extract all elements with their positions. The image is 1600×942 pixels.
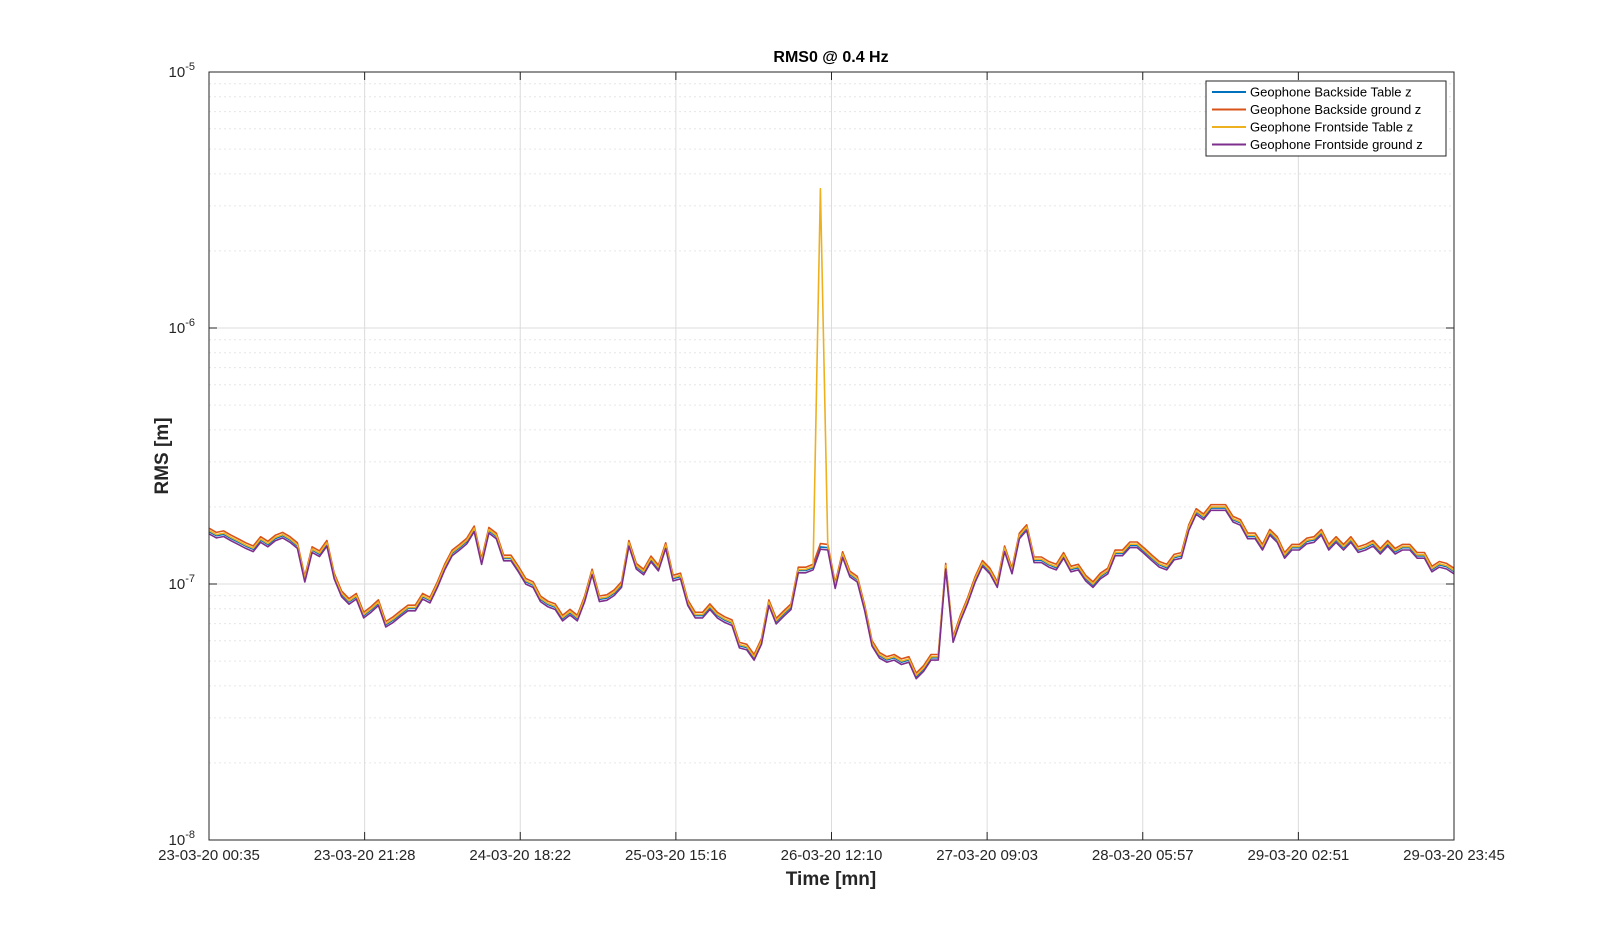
y-axis-title: RMS [m] [152, 417, 173, 494]
legend-entry-label: Geophone Frontside ground z [1250, 137, 1423, 152]
series-line [208, 509, 1455, 680]
tick-layer: 10-8 10-7 10-6 10-5 23-03-20 00:35 23-03-20 2… [158, 61, 1505, 864]
y-tick-label: 10-5 [169, 61, 195, 81]
legend-entry-label: Geophone Frontside Table z [1250, 120, 1413, 135]
x-axis-title: Time [mn] [786, 869, 876, 890]
x-tick-label: 27-03-20 09:03 [936, 847, 1038, 864]
grid-layer [208, 71, 1455, 841]
chart-title: RMS0 @ 0.4 Hz [773, 49, 888, 66]
y-tick-label: 10-7 [169, 573, 195, 593]
x-tick-label: 29-03-20 02:51 [1248, 847, 1350, 864]
series-layer [208, 187, 1455, 680]
x-tick-label: 24-03-20 18:22 [469, 847, 571, 864]
x-tick-label: 26-03-20 12:10 [781, 847, 883, 864]
legend-entry-label: Geophone Backside ground z [1250, 102, 1421, 117]
x-tick-label: 28-03-20 05:57 [1092, 847, 1194, 864]
x-tick-label: 25-03-20 15:16 [625, 847, 727, 864]
x-tick-label: 23-03-20 00:35 [158, 847, 260, 864]
y-tick-label: 10-8 [169, 829, 195, 849]
y-tick-label: 10-6 [169, 317, 195, 337]
x-tick-label: 29-03-20 23:45 [1403, 847, 1505, 864]
x-tick-label: 23-03-20 21:28 [314, 847, 416, 864]
legend-entry-label: Geophone Backside Table z [1250, 85, 1412, 100]
legend: Geophone Backside Table z Geophone Backsi… [1205, 80, 1447, 157]
